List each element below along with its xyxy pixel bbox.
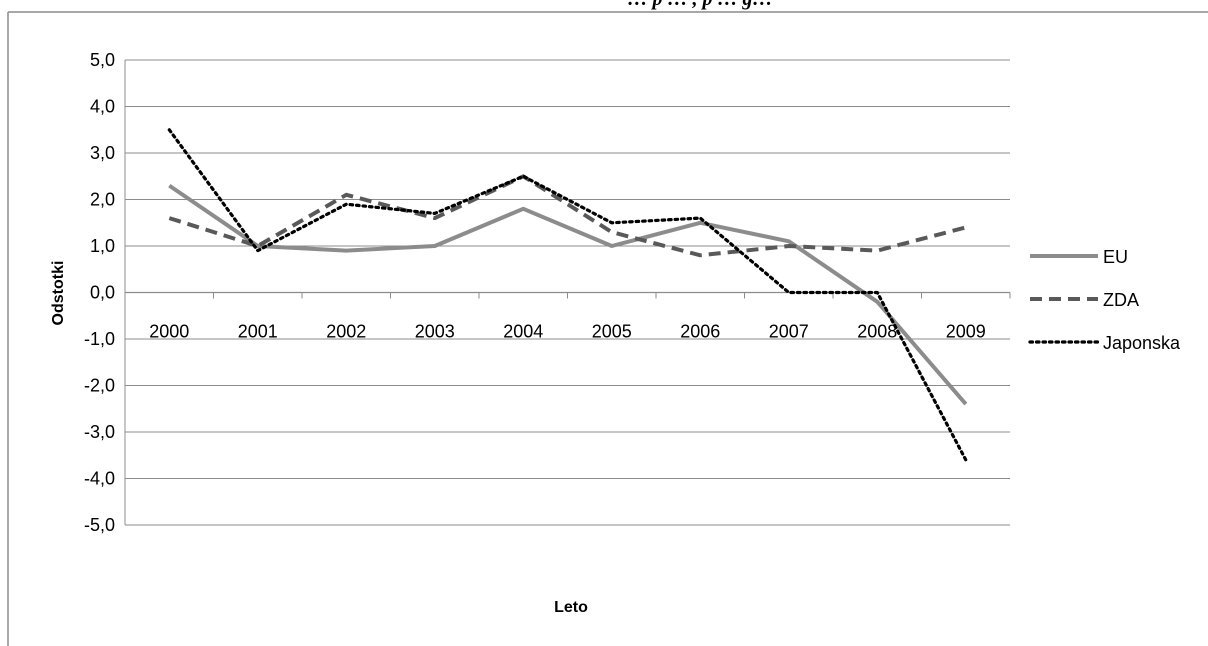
legend: EU ZDA Japonska [1028,247,1181,353]
y-tick-label: -2,0 [84,376,115,396]
y-tick-label: 4,0 [90,97,115,117]
y-tick-label: -5,0 [84,515,115,535]
y-tick-label: 0,0 [90,283,115,303]
y-tick-label: 1,0 [90,236,115,256]
y-tick-label: 2,0 [90,190,115,210]
series-line-japonska [167,128,968,462]
x-axis-title: Leto [554,599,588,616]
x-tick-label: 2008 [857,322,897,342]
x-tick-label: 2005 [592,322,632,342]
x-tick-label: 2003 [415,322,455,342]
x-tick-label: 2004 [503,322,543,342]
y-tick-label: -1,0 [84,329,115,349]
x-tick-label: 2000 [149,322,189,342]
x-tick-label: 2001 [238,322,278,342]
y-tick-labels: 5,0 4,0 3,0 2,0 1,0 0,0 -1,0 -2,0 -3,0 -4,0 -5,0 [84,50,115,535]
y-tick-label: 3,0 [90,143,115,163]
x-tick-label: 2007 [769,322,809,342]
chart-border [7,11,1208,646]
legend-label: EU [1103,247,1128,267]
y-axis-title: Odstotki [50,261,67,326]
x-tick-labels: 2000 2001 2002 2003 2004 2005 2006 2007 2008 2009 [149,322,986,342]
y-tick-label: 5,0 [90,50,115,70]
y-tick-label: -4,0 [84,469,115,489]
series-line-zda [168,174,967,258]
x-tick-label: 2009 [946,322,986,342]
y-tick-label: -3,0 [84,422,115,442]
legend-label: ZDA [1103,290,1139,310]
x-tick-label: 2002 [326,322,366,342]
chart-title: … p … , p … g… [628,0,773,10]
x-tick-label: 2006 [680,322,720,342]
series-line-eu [168,183,968,406]
legend-label: Japonska [1103,333,1181,353]
series-lines [167,128,968,462]
